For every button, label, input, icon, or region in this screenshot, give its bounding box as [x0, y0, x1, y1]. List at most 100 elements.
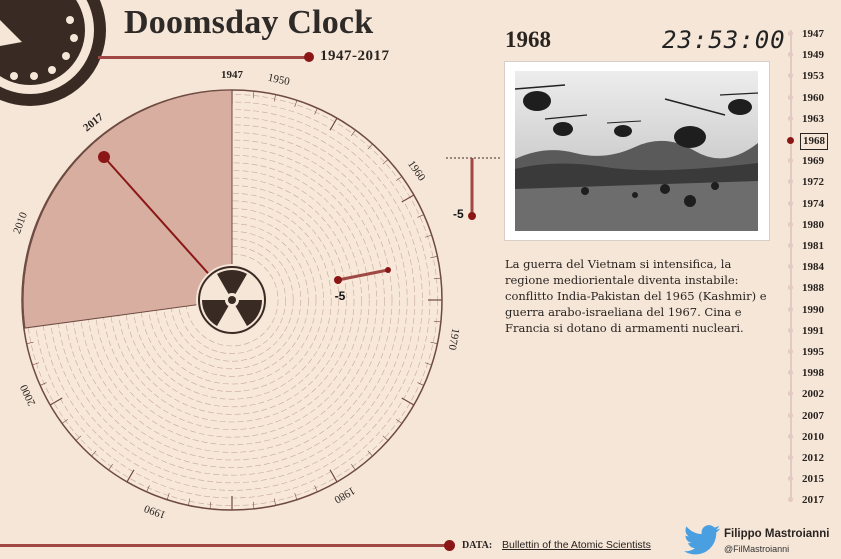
timeline-year-2015[interactable]: 2015 [802, 473, 824, 486]
clock-tick [75, 435, 82, 441]
clock-tick [430, 341, 438, 344]
timeline-year-1953[interactable]: 1953 [802, 70, 824, 83]
year-ring [94, 162, 370, 438]
timeline-dot [788, 94, 793, 100]
timeline-dot [788, 433, 793, 439]
clock-tick [252, 501, 255, 509]
clock-tick [424, 362, 432, 366]
timeline-year-1995[interactable]: 1995 [802, 346, 824, 358]
clock-tick [294, 100, 298, 108]
footer-line [0, 544, 448, 547]
timeline-dot [788, 200, 793, 206]
clock-tick [433, 277, 441, 280]
change-value: -5 [453, 207, 464, 221]
timeline-dot [788, 52, 793, 58]
clock-year-label: 2010 [11, 210, 30, 235]
timeline-year-1963[interactable]: 1963 [802, 112, 824, 125]
title-underline-dot [304, 52, 314, 62]
year-ring [162, 230, 302, 370]
timeline-dot [788, 497, 793, 503]
year-ring [71, 139, 393, 461]
year-range: 1947-2017 [320, 48, 390, 64]
clock-tick [166, 492, 170, 500]
data-source-link[interactable]: Bullettin of the Atomic Scientists [502, 539, 651, 551]
timeline-dot [788, 327, 793, 333]
clock-tick [329, 469, 338, 483]
radial-clock[interactable]: 1947 1950 1960 1970 1980 1990 2000 2010 2017 -5 [0, 0, 480, 530]
timeline-year-1991[interactable]: 1991 [802, 324, 824, 337]
timeline-year-1947[interactable]: 1947 [802, 28, 824, 40]
timeline-dot [788, 285, 793, 291]
timeline-year-1974[interactable]: 1974 [802, 197, 824, 210]
timeline-year-1988[interactable]: 1988 [802, 282, 824, 295]
timeline-year-1969[interactable]: 1969 [802, 155, 824, 168]
clock-year-label: 1947 [221, 69, 244, 81]
clock-tick [108, 464, 113, 471]
timeline-dot [788, 370, 793, 376]
timeline-dot [787, 137, 794, 144]
clock-tick [49, 397, 63, 406]
clock-tick [188, 498, 191, 506]
clock-year-label: 1980 [332, 484, 357, 506]
event-description: La guerra del Vietnam si intensifica, la… [505, 257, 767, 335]
timeline-dot [788, 476, 793, 482]
timeline-dot [788, 391, 793, 397]
timeline-year-1981[interactable]: 1981 [802, 240, 824, 252]
timeline-year-2010[interactable]: 2010 [802, 430, 824, 443]
timeline-dot [788, 115, 793, 121]
timeline-year-1972[interactable]: 1972 [802, 176, 824, 189]
clock-tick [433, 320, 441, 323]
timeline-dot [788, 31, 793, 36]
clock-year-label: 1990 [142, 502, 167, 521]
clock-tick [401, 194, 415, 203]
clock-tick [314, 108, 318, 115]
author-handle[interactable]: @FilMastroianni [724, 544, 790, 554]
clock-tick [126, 469, 135, 483]
timeline-year-2012[interactable]: 2012 [802, 452, 824, 464]
timeline-dot [788, 412, 793, 418]
timeline-year-1960[interactable]: 1960 [802, 91, 824, 104]
title-underline [98, 56, 308, 59]
timeline-year-1949[interactable]: 1949 [802, 49, 824, 62]
clock-tick [396, 176, 403, 181]
clock-tick [351, 464, 356, 471]
twitter-icon[interactable] [684, 525, 720, 555]
clock-tick [424, 234, 432, 238]
clock-year-label: 2000 [18, 382, 38, 407]
timeline-year-2007[interactable]: 2007 [802, 409, 824, 422]
clock-tick [382, 159, 389, 165]
year-ring [117, 185, 347, 415]
timeline-year-1984[interactable]: 1984 [802, 261, 824, 274]
clock-tick [252, 91, 255, 99]
clock-tick [61, 419, 68, 424]
selected-time: 23:53:00 [662, 26, 786, 54]
timeline-year-1998[interactable]: 1998 [802, 367, 824, 380]
timeline-dot [788, 306, 793, 312]
clock-tick [329, 117, 338, 131]
timeline-dot [788, 73, 793, 79]
clock-tick [396, 419, 403, 424]
clock-tick [401, 397, 415, 406]
timeline-year-1990[interactable]: 1990 [802, 303, 824, 316]
timeline-dot [788, 455, 793, 460]
timeline-year-1968[interactable]: 1968 [800, 133, 828, 150]
clock-year-label: 1970 [446, 327, 462, 351]
year-timeline: 1947 1949 1953 1960 1963 1968 1969 1972 1974 1980… [780, 0, 841, 520]
timeline-dot [788, 349, 793, 354]
timeline-dot [788, 221, 793, 227]
clock-tick [382, 435, 389, 441]
photo-frame [504, 61, 770, 241]
doomsday-logo [0, 0, 106, 106]
timeline-year-1980[interactable]: 1980 [802, 218, 824, 231]
footer-dot [444, 540, 455, 551]
clock-year-label: 1960 [405, 158, 428, 183]
timeline-dot [788, 158, 793, 164]
year-ring [48, 116, 416, 484]
timeline-dot [788, 243, 793, 248]
author-name: Filippo Mastroianni [724, 528, 830, 540]
clock-tick [273, 498, 276, 506]
timeline-year-2002[interactable]: 2002 [802, 388, 824, 401]
clock-tick [40, 382, 47, 386]
clock-tick [146, 485, 150, 492]
timeline-year-2017[interactable]: 2017 [802, 494, 824, 507]
